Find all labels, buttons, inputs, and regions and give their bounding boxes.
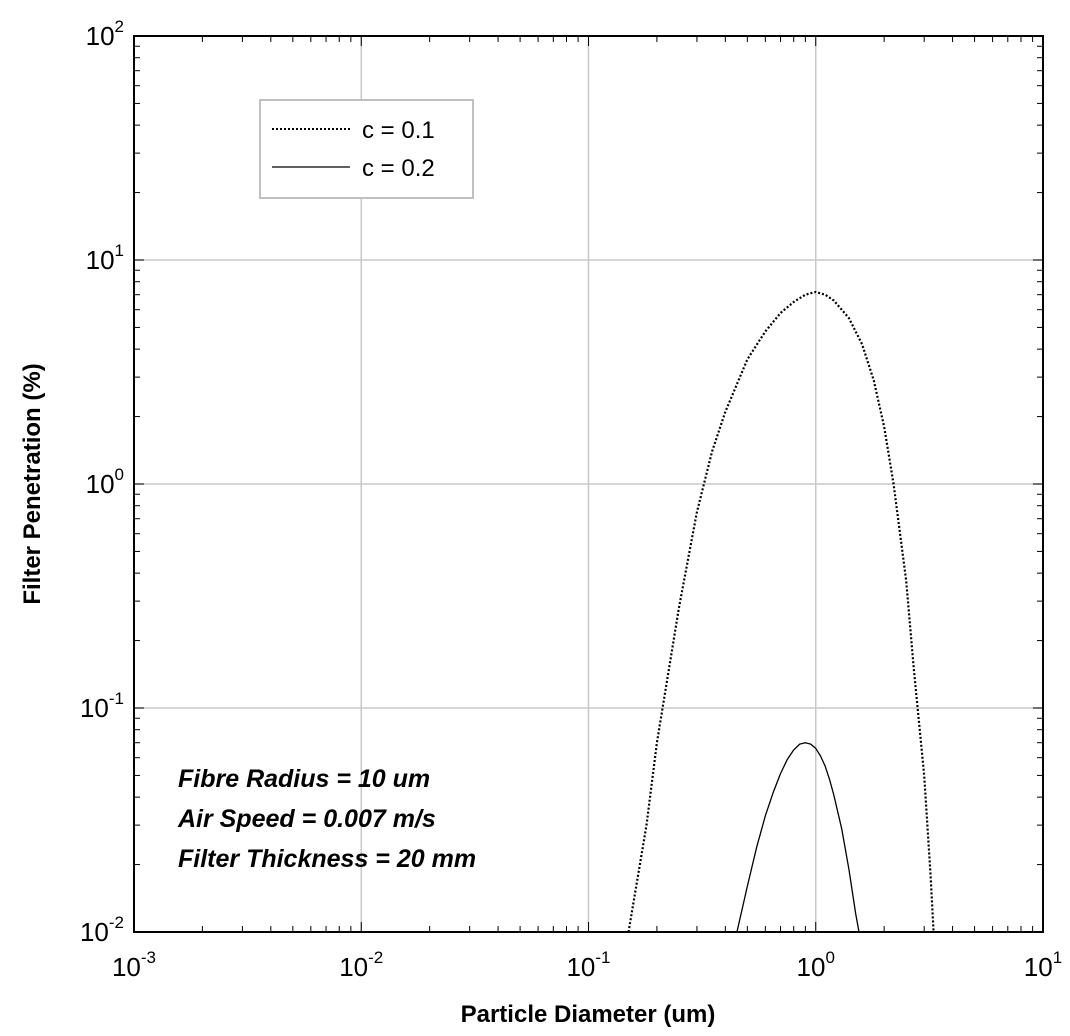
x-tick-label-4: 101 — [1024, 948, 1062, 982]
y-tick-label-2: 100 — [86, 465, 124, 499]
x-tick-label-0: 10-3 — [112, 948, 156, 982]
x-tick-labels: 10-3 10-2 10-1 100 101 — [112, 948, 1062, 982]
y-tick-label-0: 10-2 — [80, 913, 124, 947]
y-tick-label-3: 101 — [86, 241, 124, 275]
x-axis-title: Particle Diameter (um) — [461, 1001, 716, 1028]
annotations: Fibre Radius = 10 um Air Speed = 0.007 m… — [177, 765, 476, 873]
y-tick-label-4: 102 — [86, 17, 124, 51]
legend-label-series-0: c = 0.1 — [362, 117, 435, 144]
x-tick-label-2: 10-1 — [566, 948, 610, 982]
annotation-filter-thickness: Filter Thickness = 20 mm — [178, 845, 476, 873]
x-tick-label-3: 100 — [797, 948, 835, 982]
annotation-fibre-radius: Fibre Radius = 10 um — [178, 765, 430, 793]
annotation-air-speed: Air Speed = 0.007 m/s — [177, 805, 436, 833]
series-line-1 — [736, 742, 860, 933]
series-layer — [627, 290, 935, 933]
legend: c = 0.1 c = 0.2 — [259, 99, 474, 199]
legend-box — [259, 99, 474, 199]
y-tick-label-1: 10-1 — [80, 689, 124, 723]
x-tick-label-1: 10-2 — [339, 948, 383, 982]
y-tick-labels: 10-2 10-1 100 101 102 — [80, 17, 124, 947]
series-line-0 — [627, 290, 935, 933]
plot-frame — [133, 35, 1044, 933]
legend-label-series-1: c = 0.2 — [362, 155, 435, 182]
y-axis-title: Filter Penetration (%) — [19, 363, 46, 604]
